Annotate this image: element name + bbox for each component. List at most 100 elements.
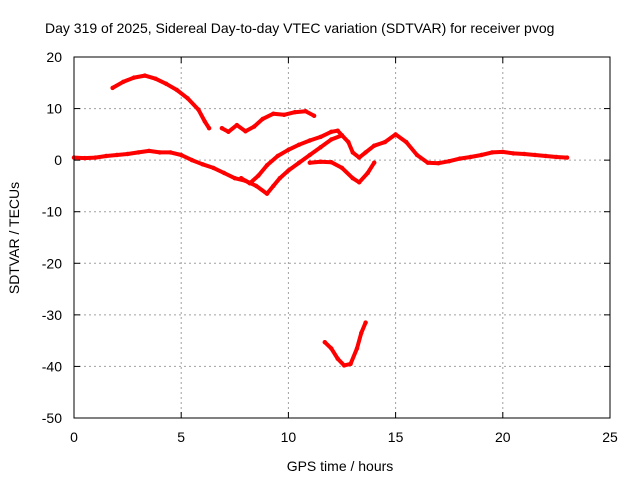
y-tick-label: -20: [42, 255, 62, 271]
data-point: [271, 183, 276, 189]
data-point: [363, 320, 368, 325]
data-point: [318, 145, 323, 150]
data-point: [125, 151, 130, 157]
data-point: [436, 161, 441, 166]
data-point: [264, 191, 270, 196]
chart-title: Day 319 of 2025, Sidereal Day-to-day VTE…: [45, 20, 554, 36]
data-point: [372, 143, 377, 148]
data-point: [296, 160, 302, 165]
data-point: [251, 124, 257, 129]
series-arc-upper-2: [219, 109, 317, 134]
data-point: [179, 152, 184, 158]
data-point: [468, 154, 473, 160]
grid-layer: [74, 57, 610, 418]
data-point: [348, 361, 353, 367]
data-point: [146, 148, 152, 154]
data-point: [226, 129, 231, 134]
plot-frame: [73, 56, 611, 419]
data-point: [234, 122, 240, 128]
x-tick-label: 15: [388, 429, 404, 445]
data-point: [275, 153, 280, 159]
series-arc-upper-1: [110, 73, 212, 131]
data-point: [232, 176, 237, 181]
data-point: [359, 330, 364, 336]
data-point: [281, 112, 287, 118]
data-point: [354, 346, 360, 351]
data-point: [372, 160, 377, 165]
data-point: [303, 109, 308, 114]
x-tick-label: 20: [495, 429, 511, 445]
y-tick-label: 20: [46, 49, 62, 65]
data-point: [286, 168, 291, 173]
data-point: [339, 165, 345, 171]
series-arc-negative: [322, 320, 368, 368]
data-point: [554, 154, 559, 160]
data-point: [357, 155, 362, 160]
y-axis-label: SDTVAR / TECUs: [6, 182, 22, 294]
y-tick-label: -30: [42, 307, 62, 323]
series-layer: [71, 73, 570, 368]
data-point: [239, 176, 244, 181]
data-point: [292, 110, 297, 115]
data-point: [307, 152, 312, 158]
data-point: [260, 116, 265, 122]
data-point: [219, 126, 225, 131]
data-point: [311, 113, 317, 119]
y-tick-label: -40: [42, 358, 62, 374]
data-point: [185, 96, 190, 101]
data-point: [164, 81, 169, 87]
data-point: [425, 160, 430, 165]
x-axis-label: GPS time / hours: [287, 458, 394, 474]
x-tick-label: 10: [281, 429, 297, 445]
data-point: [307, 138, 312, 143]
data-point: [322, 340, 327, 345]
data-point: [522, 151, 527, 157]
data-point: [543, 153, 548, 159]
data-point: [414, 152, 420, 158]
data-point: [564, 155, 570, 160]
data-point: [157, 150, 162, 155]
data-point: [104, 153, 109, 159]
data-point: [346, 139, 351, 145]
data-point: [457, 156, 463, 161]
data-point: [200, 162, 205, 167]
tick-layer: 0 5 10 15 20 25 -50 -40 -30 -20 -10 0 10 20: [42, 49, 618, 445]
data-point: [196, 107, 201, 112]
data-point: [393, 132, 398, 137]
data-point: [136, 150, 141, 155]
data-point: [296, 142, 302, 147]
data-point: [363, 150, 368, 155]
data-point: [114, 152, 120, 158]
data-point: [247, 181, 252, 186]
data-point: [404, 139, 409, 145]
data-point: [211, 165, 216, 171]
series-arc-main-3: [307, 159, 377, 185]
data-point: [318, 159, 323, 164]
x-tick-label: 5: [177, 429, 185, 445]
data-point: [318, 134, 323, 140]
data-point: [532, 152, 538, 158]
data-point: [271, 111, 276, 116]
y-tick-label: -10: [42, 204, 62, 220]
data-point: [335, 356, 340, 361]
data-point: [329, 160, 334, 165]
data-point: [254, 183, 259, 189]
data-point: [221, 170, 227, 176]
data-point: [489, 150, 495, 155]
data-point: [479, 152, 484, 158]
data-point: [277, 176, 282, 181]
data-point: [153, 76, 158, 81]
data-point: [447, 159, 452, 164]
data-point: [189, 157, 195, 163]
data-point: [286, 147, 291, 152]
data-point: [202, 119, 207, 124]
data-point: [382, 139, 388, 145]
data-point: [131, 75, 137, 80]
data-point: [110, 85, 115, 91]
data-point: [206, 126, 212, 131]
y-tick-label: 0: [54, 152, 62, 168]
data-point: [174, 87, 180, 93]
data-point: [256, 173, 261, 178]
y-tick-label: 10: [46, 101, 62, 117]
